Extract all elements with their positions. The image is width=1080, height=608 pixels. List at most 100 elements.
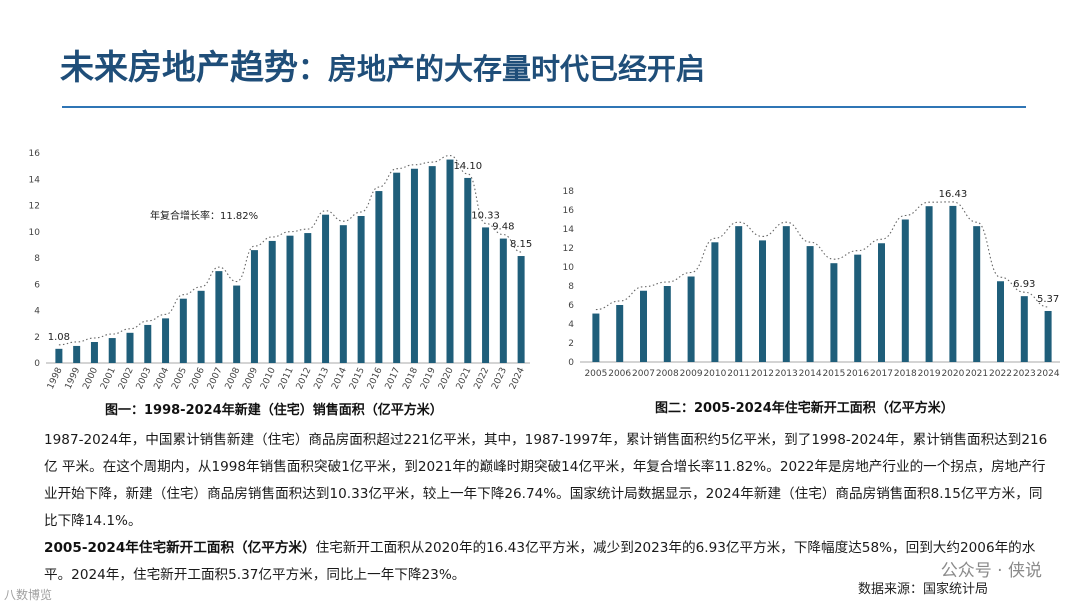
bar xyxy=(687,276,695,362)
bar xyxy=(268,240,276,363)
bar xyxy=(517,256,525,363)
y-tick-label: 2 xyxy=(34,333,40,343)
y-tick-label: 4 xyxy=(34,307,40,317)
bar xyxy=(233,285,241,363)
bar xyxy=(711,242,719,362)
x-tick-label: 2021 xyxy=(965,369,988,379)
watermark-right: 公众号 · 侠说 xyxy=(940,561,1042,581)
cagr-annotation: 年复合增长率：11.82% xyxy=(150,209,258,222)
page-title: 未来房地产趋势 ： 房地产的大存量时代已经开启 xyxy=(60,40,705,110)
x-tick-label: 2018 xyxy=(401,366,420,391)
y-tick-label: 16 xyxy=(29,149,41,159)
bar xyxy=(997,281,1004,362)
x-tick-label: 2010 xyxy=(259,366,278,391)
bar xyxy=(357,216,365,363)
x-tick-label: 2004 xyxy=(153,366,172,391)
x-tick-label: 2017 xyxy=(384,366,403,391)
data-label: 10.33 xyxy=(471,210,500,221)
y-tick-label: 12 xyxy=(29,202,40,212)
data-label: 8.15 xyxy=(510,239,532,250)
x-tick-label: 2011 xyxy=(727,369,750,379)
y-tick-label: 16 xyxy=(563,206,575,216)
x-tick-label: 1999 xyxy=(64,366,83,391)
x-tick-label: 2006 xyxy=(608,369,631,379)
bar xyxy=(663,286,671,362)
trend-line xyxy=(595,201,1049,311)
paragraph-3-heading: 2005-2024年住宅新开工面积（亿平方米） xyxy=(44,540,316,556)
x-tick-label: 2018 xyxy=(894,369,917,379)
x-tick-label: 2012 xyxy=(295,366,314,391)
x-tick-label: 2015 xyxy=(348,366,367,391)
title-main: 未来房地产趋势 xyxy=(60,48,298,88)
data-label: 5.37 xyxy=(1037,294,1059,305)
bar xyxy=(499,238,507,363)
y-tick-label: 18 xyxy=(563,187,575,197)
bar xyxy=(949,205,957,362)
data-label: 1.08 xyxy=(48,332,70,343)
bar xyxy=(806,246,814,362)
y-tick-label: 14 xyxy=(563,225,575,235)
x-tick-label: 2023 xyxy=(490,366,509,391)
x-tick-label: 2017 xyxy=(870,369,893,379)
y-tick-label: 0 xyxy=(34,359,40,369)
y-tick-label: 10 xyxy=(563,263,575,273)
x-tick-label: 2019 xyxy=(918,369,941,379)
x-tick-label: 2010 xyxy=(703,369,726,379)
bar xyxy=(126,332,134,363)
y-tick-label: 8 xyxy=(568,282,574,292)
bar xyxy=(428,166,436,363)
body-text: 1987-2024年，中国累计销售新建（住宅）商品房面积超过221亿平米，其中，… xyxy=(44,427,1054,589)
bar xyxy=(144,324,152,363)
bar xyxy=(250,250,258,363)
x-tick-label: 2012 xyxy=(751,369,774,379)
bar xyxy=(901,219,909,362)
x-tick-label: 2000 xyxy=(81,366,100,391)
x-tick-label: 2022 xyxy=(989,369,1012,379)
y-tick-label: 6 xyxy=(34,280,40,290)
title-separator: ： xyxy=(298,52,328,87)
bar xyxy=(197,290,205,363)
bar xyxy=(735,226,743,362)
x-tick-label: 2014 xyxy=(799,369,822,379)
y-tick-label: 2 xyxy=(568,339,574,349)
paragraph-3: 2005-2024年住宅新开工面积（亿平方米）住宅新开工面积从2020年的16.… xyxy=(44,540,1036,583)
bar xyxy=(162,318,170,363)
bar xyxy=(322,214,330,363)
y-tick-label: 8 xyxy=(34,254,40,264)
x-tick-label: 1998 xyxy=(46,366,65,391)
x-tick-label: 2016 xyxy=(846,369,869,379)
x-tick-label: 2003 xyxy=(135,366,154,391)
x-tick-label: 2016 xyxy=(366,366,385,391)
x-tick-label: 2020 xyxy=(437,366,456,391)
bar xyxy=(878,243,885,362)
y-tick-label: 10 xyxy=(29,228,41,238)
x-tick-label: 2014 xyxy=(330,366,349,391)
x-tick-label: 2013 xyxy=(313,366,332,391)
bar xyxy=(1044,310,1052,362)
bar xyxy=(925,206,933,362)
bar xyxy=(73,345,81,363)
bar xyxy=(90,342,98,363)
data-source: 数据来源：国家统计局 xyxy=(857,582,988,597)
bar xyxy=(759,240,766,362)
chart2-caption: 图二：2005-2024年住宅新开工面积（亿平方米） xyxy=(655,401,954,416)
x-tick-label: 2006 xyxy=(188,366,207,391)
y-tick-label: 0 xyxy=(568,358,574,368)
bar xyxy=(616,305,624,362)
watermark-left: 八数博览 xyxy=(4,588,53,602)
x-tick-label: 2024 xyxy=(1037,369,1060,379)
bar xyxy=(108,338,116,363)
chart1-caption: 图一：1998-2024年新建（住宅）销售面积（亿平方米） xyxy=(105,403,443,418)
x-tick-label: 2020 xyxy=(941,369,964,379)
bar xyxy=(482,227,490,363)
trend-line xyxy=(58,155,522,346)
bar xyxy=(446,159,454,363)
title-subtitle: 房地产的大存量时代已经开启 xyxy=(328,52,706,86)
bar xyxy=(640,290,647,362)
x-tick-label: 2021 xyxy=(455,366,474,391)
bar xyxy=(179,298,187,363)
x-tick-label: 2001 xyxy=(99,366,118,391)
bar xyxy=(55,348,63,363)
x-tick-label: 2024 xyxy=(508,366,527,391)
